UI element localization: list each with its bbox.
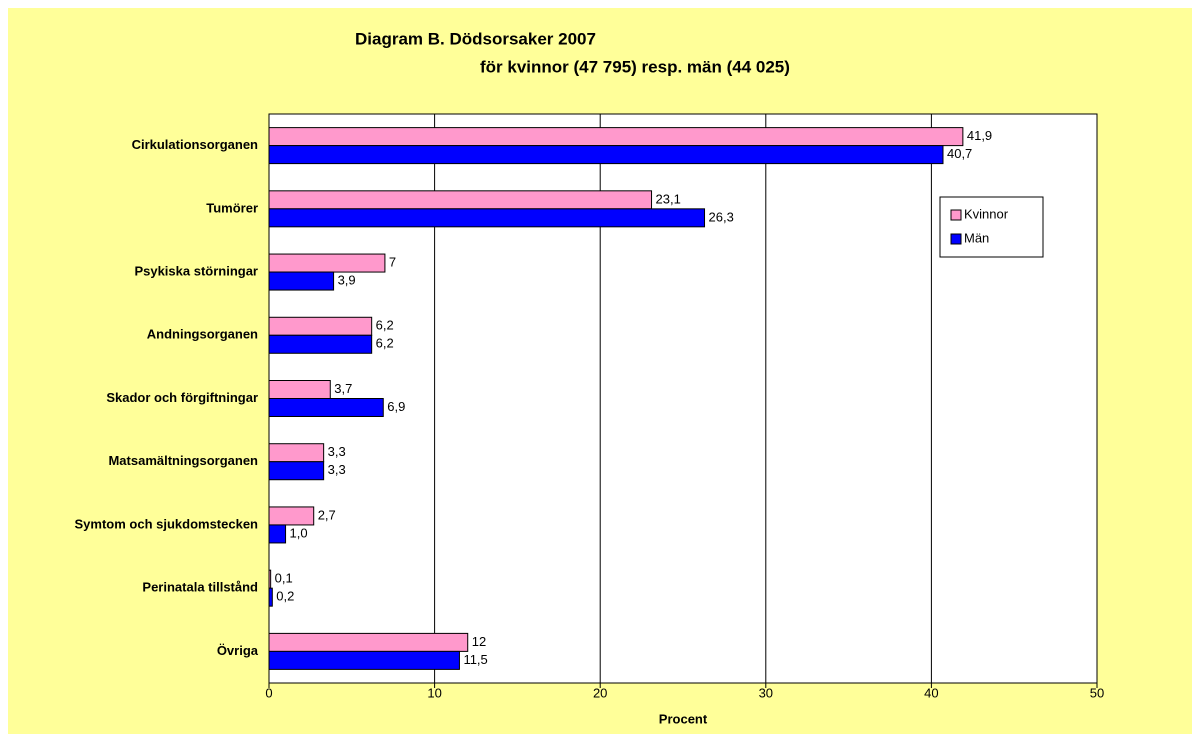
x-tick-label: 0 xyxy=(265,685,272,700)
y-tick-label: Andningsorganen xyxy=(147,327,258,342)
y-tick-label: Skador och förgiftningar xyxy=(106,390,258,405)
bar xyxy=(268,253,386,273)
legend-label: Kvinnor xyxy=(964,206,1009,221)
data-label: 40,7 xyxy=(947,146,972,161)
data-label: 3,7 xyxy=(334,381,352,396)
bar xyxy=(268,190,653,210)
y-tick-label: Psykiska störningar xyxy=(134,263,258,278)
bar xyxy=(268,506,315,526)
bar xyxy=(268,127,964,147)
y-tick-label: Symtom och sjukdomstecken xyxy=(75,516,259,531)
bar xyxy=(268,398,384,417)
x-axis-label: Procent xyxy=(659,711,708,726)
data-label: 26,3 xyxy=(709,209,734,224)
bar xyxy=(268,632,469,652)
data-label: 3,3 xyxy=(328,444,346,459)
legend-box xyxy=(939,196,1044,258)
bar xyxy=(268,334,373,354)
bar xyxy=(268,208,706,228)
data-label: 3,3 xyxy=(328,462,346,477)
chart-title: Diagram B. Dödsorsaker 2007 xyxy=(355,29,596,48)
legend-swatch xyxy=(950,209,962,221)
y-tick-label: Övriga xyxy=(217,643,259,658)
data-label: 6,9 xyxy=(387,399,405,414)
x-tick-label: 10 xyxy=(427,685,441,700)
bar xyxy=(268,271,335,291)
bar xyxy=(268,443,325,463)
y-tick-label: Cirkulationsorganen xyxy=(132,137,258,152)
bar xyxy=(268,569,272,589)
bar xyxy=(268,524,287,544)
legend-label: Män xyxy=(964,230,989,245)
data-label: 7 xyxy=(389,254,396,269)
data-label: 11,5 xyxy=(463,652,487,667)
data-label: 23,1 xyxy=(656,191,681,206)
x-tick-label: 20 xyxy=(593,685,607,700)
bar xyxy=(268,461,325,481)
x-tick-label: 40 xyxy=(924,685,938,700)
data-label: 41,9 xyxy=(967,128,992,143)
bar xyxy=(268,587,273,607)
bar xyxy=(268,380,331,399)
bar xyxy=(268,316,373,336)
data-label: 12 xyxy=(472,634,486,649)
data-label: 1,0 xyxy=(290,525,308,540)
data-label: 6,2 xyxy=(376,318,394,333)
x-tick-label: 50 xyxy=(1090,685,1104,700)
data-label: 6,2 xyxy=(376,336,394,351)
y-tick-label: Perinatala tillstånd xyxy=(142,580,258,595)
bar xyxy=(268,650,460,670)
data-label: 2,7 xyxy=(318,507,336,522)
legend-swatch xyxy=(950,233,962,245)
x-tick-label: 30 xyxy=(759,685,773,700)
y-tick-label: Matsamältningsorganen xyxy=(108,453,258,468)
data-label: 3,9 xyxy=(338,272,356,287)
y-tick-label: Tumörer xyxy=(206,200,258,215)
data-label: 0,2 xyxy=(276,589,294,604)
bar xyxy=(268,145,944,165)
chart-subtitle: för kvinnor (47 795) resp. män (44 025) xyxy=(480,57,790,76)
data-label: 0,1 xyxy=(275,571,293,586)
